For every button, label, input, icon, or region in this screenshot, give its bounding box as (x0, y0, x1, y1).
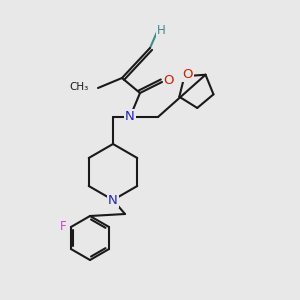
Text: N: N (108, 194, 118, 206)
Text: H: H (157, 23, 165, 37)
Text: N: N (125, 110, 135, 124)
Text: O: O (164, 74, 174, 88)
Text: F: F (60, 220, 66, 232)
Text: CH₃: CH₃ (70, 82, 89, 92)
Text: O: O (182, 68, 193, 81)
